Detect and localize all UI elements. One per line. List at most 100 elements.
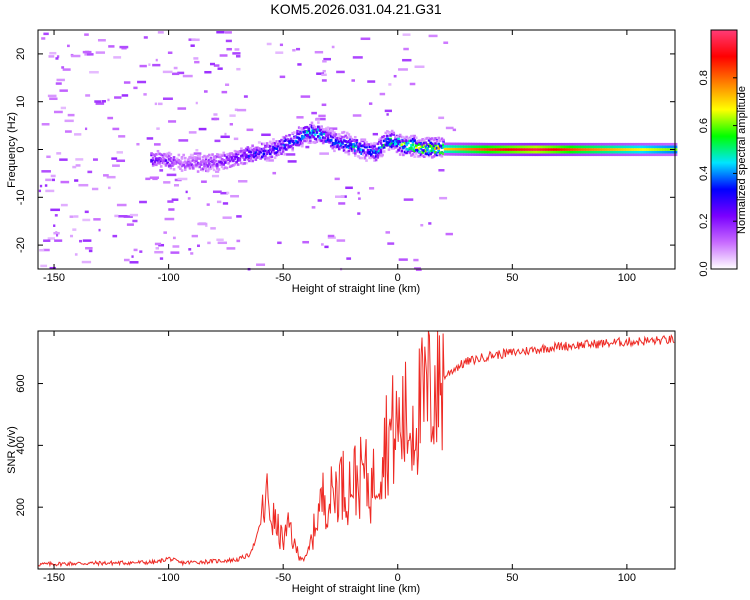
spectrogram-cell (483, 142, 487, 146)
spectrogram-cell (499, 142, 503, 146)
spectrogram-cell (652, 148, 655, 151)
spectrogram-cell (379, 148, 383, 152)
spectrogram-cell (378, 146, 381, 150)
spectrogram-cell (512, 148, 516, 151)
spectrogram-cell (467, 153, 471, 156)
spectrogram-cell (411, 143, 415, 146)
spectrogram-cell (633, 153, 636, 157)
spectrogram-cell (302, 130, 306, 134)
spectrogram-cell (621, 150, 625, 154)
spectrogram-cell (357, 212, 361, 215)
spectrogram-cell (211, 153, 214, 156)
spectrogram-cell (554, 142, 558, 146)
spectrogram-cell (370, 156, 373, 160)
spectrogram-y-tick-label: 0 (15, 146, 27, 152)
spectrogram-cell (193, 57, 199, 60)
spectrogram-cell (629, 153, 633, 157)
spectrogram-cell (535, 142, 538, 146)
spectrogram-cell (621, 145, 625, 149)
spectrogram-cell (155, 153, 158, 156)
spectrogram-cell (345, 136, 349, 139)
spectrogram-cell (586, 148, 590, 151)
spectrogram-cell (278, 140, 282, 143)
colorbar-ticks: 0.00.20.40.60.8 (698, 70, 737, 277)
spectrogram-cell (171, 161, 174, 164)
spectrogram-cell (358, 197, 361, 200)
spectrogram-cell (559, 148, 562, 151)
spectrogram-cell (610, 153, 614, 157)
spectrogram-cell (580, 150, 583, 154)
spectrogram-cell (203, 154, 206, 158)
spectrogram-cell (373, 149, 376, 153)
spectrogram-cell (390, 140, 394, 143)
spectrogram-cell (512, 153, 516, 157)
spectrogram-cell (649, 142, 652, 146)
spectrogram-cell (326, 136, 330, 140)
spectrogram-cell (506, 145, 509, 149)
spectrogram-cell (482, 153, 485, 156)
spectrogram-cell (621, 142, 625, 146)
spectrogram-cell (535, 148, 538, 151)
spectrogram-cell (384, 131, 388, 135)
spectrogram-cell (596, 153, 599, 157)
spectrogram-cell (360, 138, 363, 142)
spectrogram-cell (442, 140, 445, 143)
spectrogram-cell (48, 55, 55, 58)
spectrogram-cell (45, 178, 51, 182)
spectrogram-cell (222, 167, 226, 170)
spectrogram-cell (344, 150, 347, 154)
spectrogram-cell (435, 151, 439, 155)
spectrogram-cell (336, 239, 346, 242)
spectrogram-cell (376, 142, 380, 146)
spectrogram-cell (276, 140, 280, 143)
spectrogram-cell (636, 148, 639, 151)
spectrogram-cell (219, 160, 222, 164)
spectrogram-cell (272, 171, 277, 175)
spectrogram-cell (440, 146, 444, 149)
spectrogram-cell (447, 145, 450, 148)
spectrogram-cell (453, 142, 457, 146)
spectrogram-cell (334, 145, 338, 149)
spectrogram-cell (84, 127, 88, 131)
spectrogram-cell (578, 142, 582, 146)
spectrogram-cell (525, 148, 529, 151)
spectrogram-cell (668, 153, 671, 157)
spectrogram-cell (206, 154, 210, 158)
spectrogram-cell (288, 141, 291, 145)
spectrogram-cell (501, 153, 505, 157)
spectrogram-cell (445, 147, 449, 151)
spectrogram-cell (154, 102, 158, 106)
spectrogram-cell (204, 157, 208, 161)
spectrogram-cell (556, 148, 559, 151)
spectrogram-cell (447, 153, 450, 156)
spectrogram-cell (264, 145, 267, 149)
spectrogram-cell (641, 153, 644, 157)
spectrogram-cell (548, 153, 551, 157)
spectrogram-cell (177, 153, 181, 157)
spectrogram-cell (376, 156, 380, 159)
spectrogram-cell (552, 153, 556, 157)
spectrogram-cell (499, 153, 503, 157)
spectrogram-cell (495, 150, 498, 154)
spectrogram-cell (47, 94, 57, 98)
spectrogram-cell (371, 155, 375, 158)
spectrogram-cell (629, 142, 633, 146)
spectrogram-cell (97, 39, 106, 42)
spectrogram-cell (413, 137, 416, 140)
spectrogram-cell (235, 150, 238, 154)
spectrogram-cell (413, 155, 416, 158)
spectrogram-cell (467, 142, 471, 146)
spectrogram-cell (626, 150, 630, 154)
spectrogram-cell (546, 142, 550, 146)
spectrogram-cell (238, 180, 248, 183)
spectrogram-cell (44, 184, 48, 187)
spectrogram-cell (49, 97, 58, 101)
spectrogram-cell (594, 142, 598, 146)
spectrogram-cell (171, 164, 174, 167)
spectrogram-cell (421, 145, 424, 149)
spectrogram-cell (136, 142, 140, 146)
spectrogram-cell (504, 148, 508, 151)
spectrogram-cell (342, 149, 346, 152)
spectrogram-cell (270, 150, 274, 154)
